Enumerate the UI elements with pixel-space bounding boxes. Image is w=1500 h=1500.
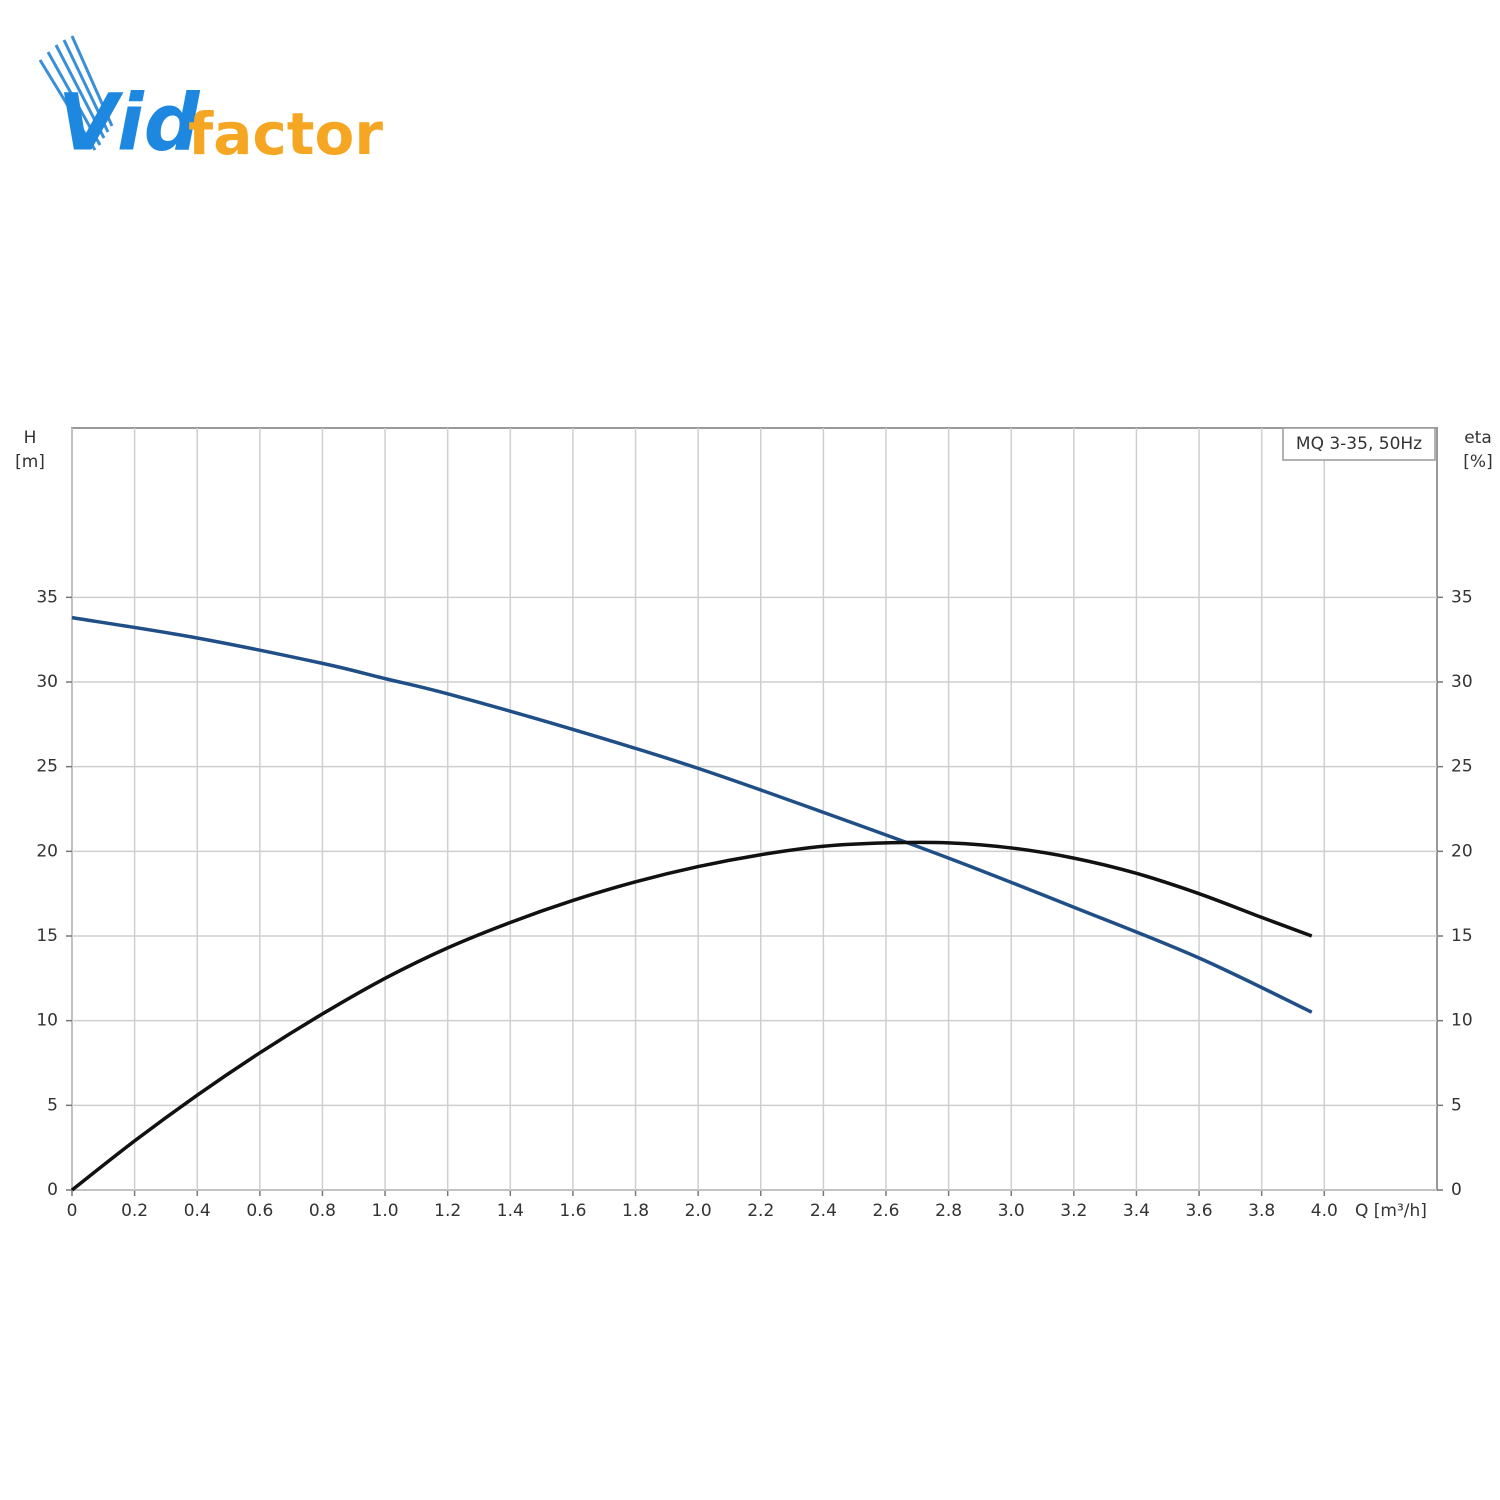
x-tick-label: 3.4 [1123, 1201, 1150, 1221]
x-tick-label: 1.0 [372, 1201, 399, 1221]
x-tick-label: 1.2 [434, 1201, 461, 1221]
y2-tick-label: 25 [1451, 757, 1473, 777]
x-tick-label: 0 [67, 1201, 78, 1221]
x-tick-label: 3.0 [998, 1201, 1025, 1221]
x-tick-label: 2.4 [810, 1201, 837, 1221]
y2-tick-label: 10 [1451, 1011, 1473, 1031]
y2-tick-label: 5 [1451, 1095, 1462, 1115]
x-tick-label: 3.6 [1186, 1201, 1213, 1221]
x-tick-label: 2.0 [685, 1201, 712, 1221]
y2-label-unit: [%] [1463, 452, 1492, 472]
x-tick-label: 3.2 [1060, 1201, 1087, 1221]
y-label: H [24, 428, 37, 448]
y2-tick-label: 0 [1451, 1180, 1462, 1200]
y-tick-label: 35 [36, 587, 58, 607]
x-tick-label: 1.6 [559, 1201, 586, 1221]
x-tick-label: 0.2 [121, 1201, 148, 1221]
x-tick-label: 0.4 [184, 1201, 211, 1221]
logo: Vid factor [38, 35, 383, 168]
x-tick-label: 2.2 [747, 1201, 774, 1221]
x-tick-label: 0.6 [246, 1201, 273, 1221]
x-tick-label: 2.6 [872, 1201, 899, 1221]
x-label: Q [m³/h] [1355, 1201, 1427, 1221]
x-tick-label: 2.8 [935, 1201, 962, 1221]
logo-orange: factor [188, 100, 383, 168]
y-tick-label: 10 [36, 1011, 58, 1031]
legend-box [1282, 427, 1436, 461]
x-tick-label: 3.8 [1248, 1201, 1275, 1221]
y-tick-label: 0 [47, 1180, 58, 1200]
y2-tick-label: 20 [1451, 841, 1473, 861]
x-tick-label: 0.8 [309, 1201, 336, 1221]
y2-tick-label: 15 [1451, 926, 1473, 946]
x-tick-label: 1.4 [497, 1201, 524, 1221]
logo-blue: Vid [58, 78, 201, 168]
y2-tick-label: 30 [1451, 672, 1473, 692]
y-tick-label: 5 [47, 1095, 58, 1115]
curve [71, 615, 1313, 1014]
logo-feather [38, 35, 114, 151]
y-tick-label: 20 [36, 841, 58, 861]
y-tick-label: 15 [36, 926, 58, 946]
y2-tick-label: 35 [1451, 587, 1473, 607]
x-tick-label: 4.0 [1311, 1201, 1338, 1221]
legend-text: MQ 3-35, 50Hz [1296, 434, 1422, 454]
plot-frame [71, 427, 1438, 1191]
x-tick-label: 1.8 [622, 1201, 649, 1221]
curve [70, 840, 1313, 1192]
y-tick-label: 30 [36, 672, 58, 692]
y-label-unit: [m] [15, 452, 45, 472]
y-tick-label: 25 [36, 757, 58, 777]
y2-label: eta [1464, 428, 1492, 448]
